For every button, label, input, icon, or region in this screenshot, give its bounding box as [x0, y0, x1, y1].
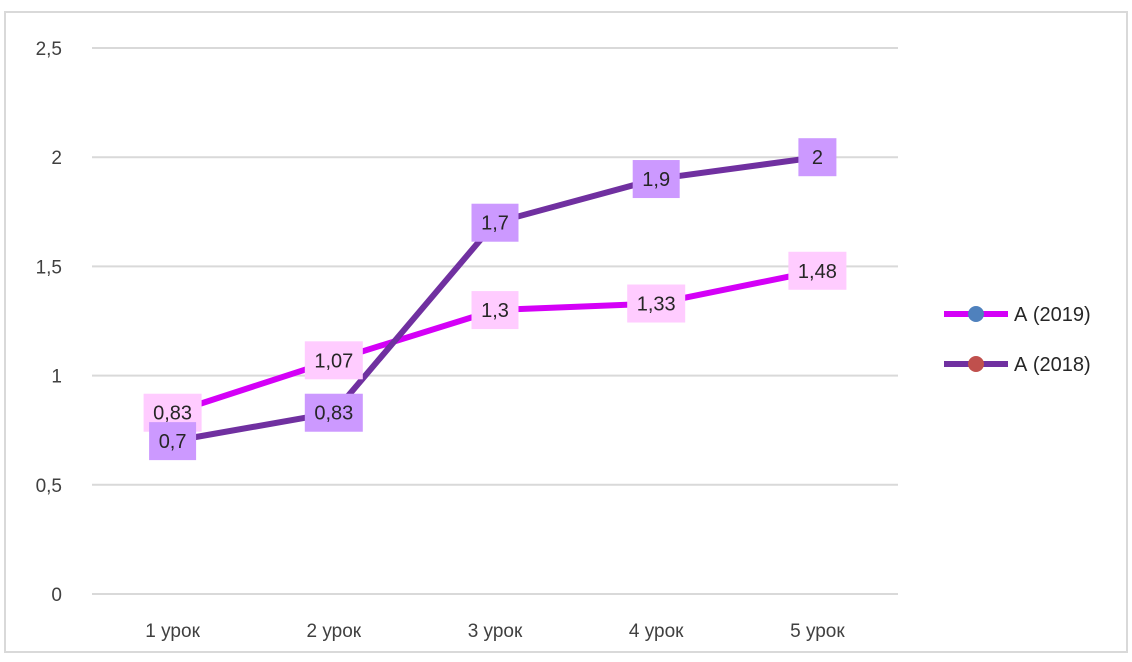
- data-label: 1,7: [471, 203, 519, 242]
- x-tick-label: 1 урок: [145, 621, 200, 642]
- data-label: 1,33: [627, 284, 686, 323]
- legend: А (2019) А (2018): [944, 304, 1091, 376]
- data-label-box: [149, 422, 197, 461]
- chart-border: [4, 11, 1128, 653]
- gridlines: [92, 47, 898, 595]
- data-label-box: [627, 284, 686, 323]
- data-label: 1,3: [471, 291, 519, 330]
- data-label-text: 2: [812, 147, 823, 169]
- data-label-text: 0,7: [159, 431, 187, 453]
- y-axis-tick-labels: 0 0,5 1 1,5 2 2,5: [36, 39, 62, 606]
- data-label: 0,83: [304, 393, 363, 432]
- data-label-box: [304, 341, 363, 380]
- data-label-text: 0,83: [314, 403, 353, 425]
- y-tick-label: 2,5: [36, 39, 62, 60]
- data-label-box: [471, 291, 519, 330]
- data-label-text: 1,9: [642, 169, 670, 191]
- data-label: 1,07: [304, 341, 363, 380]
- data-label-text: 1,48: [798, 261, 837, 283]
- y-tick-label: 0: [51, 585, 62, 606]
- data-labels: 0,83 1,07 1,3 1,33 1,48 0,7 0,83 1,7 1,9 2: [143, 138, 847, 461]
- data-label-text: 1,7: [481, 213, 509, 235]
- data-label: 1,9: [632, 160, 680, 199]
- data-label: 0,7: [149, 422, 197, 461]
- data-label-box: [798, 138, 837, 177]
- data-label-text: 1,3: [481, 300, 509, 322]
- legend-marker: [968, 356, 984, 372]
- y-tick-label: 1,5: [36, 257, 62, 278]
- y-tick-label: 2: [51, 148, 62, 169]
- data-label-box: [304, 393, 363, 432]
- legend-label: А (2018): [1014, 354, 1091, 376]
- legend-entry: А (2018): [944, 354, 1091, 376]
- data-label-box: [471, 203, 519, 242]
- x-tick-label: 5 урок: [790, 621, 845, 642]
- data-label: 2: [798, 138, 837, 177]
- data-label-text: 0,83: [153, 403, 192, 425]
- data-label-box: [632, 160, 680, 199]
- legend-marker: [968, 306, 984, 322]
- y-tick-label: 0,5: [36, 476, 62, 497]
- data-label-text: 1,07: [314, 350, 353, 372]
- data-label-box: [788, 251, 847, 290]
- x-axis-tick-labels: 1 урок 2 урок 3 урок 4 урок 5 урок: [145, 621, 845, 642]
- legend-label: А (2019): [1014, 304, 1091, 326]
- x-tick-label: 2 урок: [307, 621, 362, 642]
- x-tick-label: 3 урок: [468, 621, 523, 642]
- legend-entry: А (2019): [944, 304, 1091, 326]
- data-label-text: 1,33: [637, 294, 676, 316]
- data-label: 1,48: [788, 251, 847, 290]
- y-tick-label: 1: [51, 367, 62, 388]
- x-tick-label: 4 урок: [629, 621, 684, 642]
